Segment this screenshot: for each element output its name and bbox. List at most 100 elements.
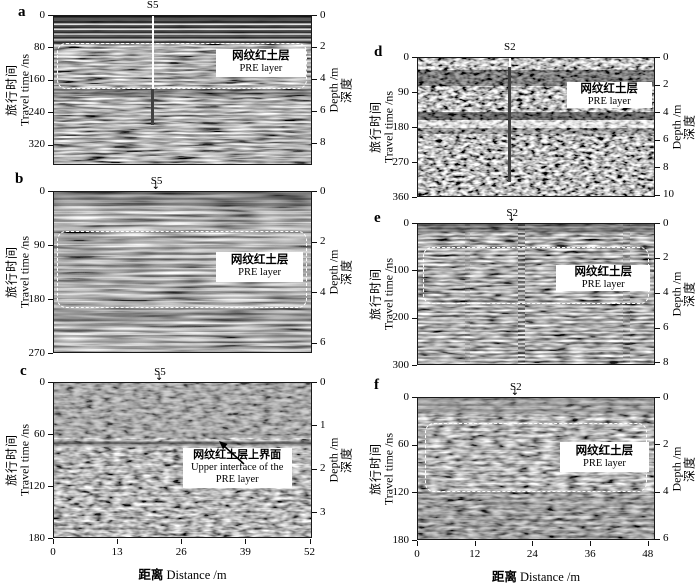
panel-letter-e: e [374, 210, 381, 226]
right-axis-tick-label: 2 [320, 235, 326, 248]
right-axis-tick-label: 0 [663, 216, 669, 229]
panel-letter-f: f [374, 377, 379, 393]
right-axis-tick-label: 0 [320, 184, 326, 197]
pre-layer-label-en: PRE layer [581, 278, 625, 290]
left-axis-tick-label: 240 [28, 105, 46, 118]
left-axis-tick-label: 200 [392, 311, 410, 324]
left-axis-tick [48, 112, 53, 114]
right-axis-tick-label: 6 [320, 104, 326, 117]
left-axis-tick-label: 360 [392, 190, 410, 203]
distance-axis-label-en: Distance /m [516, 570, 581, 583]
borehole-line-dark [151, 88, 155, 126]
left-axis-tick [412, 317, 417, 319]
panel-letter-c: c [20, 363, 27, 379]
x-axis-tick [309, 539, 311, 544]
pre-layer-label-box: 网纹红土层 PRE layer [215, 252, 304, 282]
x-axis-tick-label: 12 [469, 548, 481, 560]
right-axis-tick [655, 84, 660, 86]
left-axis-tick-label: 160 [28, 73, 46, 86]
x-axis-tick-label: 48 [642, 548, 654, 560]
depth-axis-label-cn: 深度 [682, 280, 697, 308]
interface-annotation-en: PRE layer [215, 474, 259, 486]
right-axis-tick [655, 57, 660, 58]
left-axis-tick [412, 365, 417, 366]
travel-time-axis-label-en: Travel time /ns [381, 90, 396, 164]
pre-layer-label-en: PRE layer [587, 95, 631, 107]
left-axis-tick-label: 120 [28, 479, 46, 492]
left-axis-tick-label: 80 [34, 40, 45, 53]
borehole-label-S5: S5 [150, 175, 163, 187]
right-axis-tick-label: 1 [320, 418, 326, 431]
right-axis-tick [312, 382, 317, 383]
borehole-label-S2: S2 [504, 41, 516, 53]
left-axis-tick [48, 47, 53, 49]
right-axis-tick [655, 167, 660, 169]
borehole-label-S2: S2 [506, 207, 518, 219]
left-axis-tick-label: 180 [392, 120, 410, 133]
x-axis-tick [590, 541, 592, 546]
left-axis-tick-label: 60 [34, 427, 45, 440]
depth-axis-label-cn: 深度 [339, 76, 354, 104]
left-axis-tick-label: 90 [398, 85, 409, 98]
left-axis-tick-label: 180 [28, 292, 46, 305]
x-axis-tick [532, 541, 534, 546]
distance-axis-label: 距离 Distance /m [53, 564, 312, 583]
radargram-noise-texture [54, 16, 311, 164]
left-axis-tick [48, 299, 53, 300]
depth-axis-label-cn: 深度 [339, 258, 354, 286]
right-axis-tick-label: 4 [320, 285, 326, 298]
left-axis-tick [48, 191, 53, 192]
left-axis-tick-label: 180 [392, 533, 410, 546]
right-axis-tick-label: 2 [663, 78, 669, 91]
x-axis-tick [117, 539, 119, 544]
right-axis-tick-label: 8 [320, 136, 326, 149]
x-axis-tick [53, 539, 54, 544]
left-axis-tick-label: 300 [392, 358, 410, 371]
right-axis-tick [655, 194, 660, 196]
right-axis-tick-label: 0 [320, 8, 326, 21]
x-axis-tick [474, 541, 476, 546]
borehole-label-S5: S5 [146, 0, 159, 11]
borehole-label-S2: S2 [509, 381, 522, 393]
pre-layer-label-en: PRE layer [239, 63, 283, 75]
right-axis-tick [655, 292, 660, 294]
pre-layer-label-cn: 网纹红土层 [230, 254, 289, 267]
left-axis-tick [412, 127, 417, 128]
interface-annotation-cn: 网纹红土层上界面 [193, 448, 282, 461]
right-axis-tick [312, 241, 317, 243]
right-axis-tick [312, 292, 317, 294]
x-axis-tick [245, 539, 247, 544]
radargram-noise-texture [418, 58, 654, 196]
left-axis-tick-label: 0 [39, 184, 46, 197]
radargram-panel-c: 网纹红土层上界面 Upper interface of the PRE layer [53, 382, 312, 538]
pre-layer-label-box: 网纹红土层 PRE layer [559, 442, 650, 473]
depth-axis-label-cn: 深度 [682, 455, 697, 482]
left-axis-tick [48, 486, 53, 487]
left-axis-tick-label: 0 [403, 390, 410, 403]
left-axis-tick-label: 60 [398, 438, 409, 451]
left-axis-tick-label: 90 [34, 238, 45, 251]
right-axis-tick-label: 3 [320, 505, 326, 518]
right-axis-tick [312, 342, 317, 344]
travel-time-axis-label-en: Travel time /ns [381, 432, 396, 505]
depth-axis-label-cn: 深度 [339, 446, 354, 474]
left-axis-tick [412, 397, 417, 398]
x-axis-tick [181, 539, 183, 544]
left-axis-tick [412, 162, 417, 163]
distance-axis-label: 距离 Distance /m [417, 566, 655, 583]
down-arrow-icon: ↓ [510, 387, 520, 398]
left-axis-tick-label: 0 [403, 50, 410, 63]
right-axis-tick [312, 512, 317, 513]
pre-layer-label-box: 网纹红土层 PRE layer [556, 265, 651, 292]
x-axis-tick-label: 13 [111, 546, 123, 558]
x-axis-tick [417, 541, 418, 546]
left-axis-tick-label: 270 [28, 346, 46, 359]
panel-letter-d: d [374, 44, 383, 60]
x-axis-tick-label: 0 [414, 548, 420, 560]
left-axis-tick [48, 434, 53, 435]
right-axis-tick-label: 6 [663, 321, 669, 334]
borehole-line-dark [508, 66, 512, 183]
pre-layer-dashed-outline [56, 231, 308, 308]
right-axis-tick [312, 191, 317, 192]
